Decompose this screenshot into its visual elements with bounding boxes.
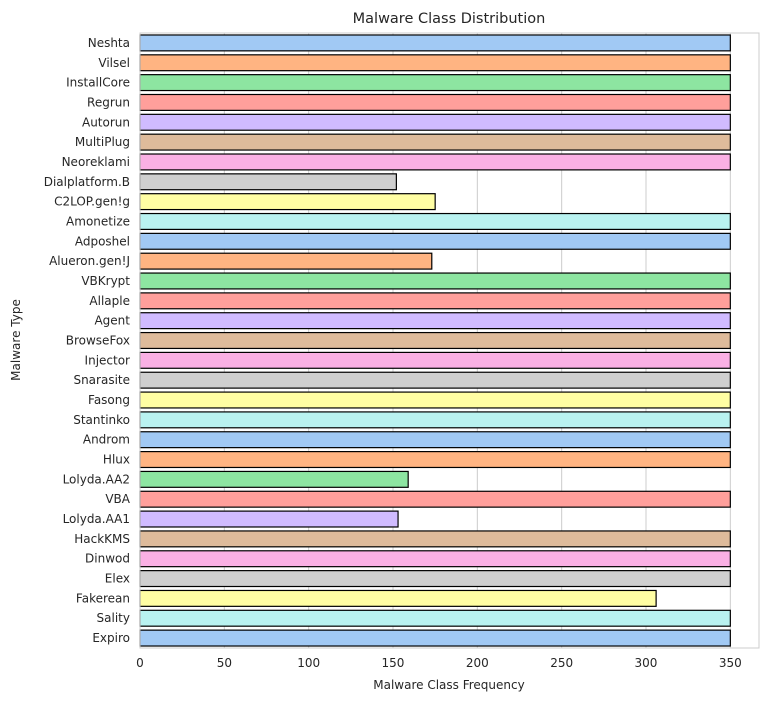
y-tick-label: Injector: [85, 353, 131, 367]
y-tick-label: MultiPlug: [75, 135, 130, 149]
bar-agent: [139, 312, 731, 330]
y-tick-label: Hlux: [103, 453, 130, 467]
y-tick-label: Alueron.gen!J: [49, 254, 130, 268]
bar-hlux: [139, 450, 731, 469]
y-tick-label: VBA: [105, 492, 130, 506]
y-tick-label: Agent: [94, 314, 130, 328]
bar-multiplug: [139, 133, 731, 151]
y-tick-label: C2LOP.gen!g: [54, 195, 130, 209]
y-tick-label: Androm: [83, 433, 130, 447]
bar-lolyda-aa2: [139, 470, 409, 488]
bar-androm: [139, 431, 731, 449]
bar-browsefox: [139, 331, 731, 350]
y-tick-label: Fakerean: [76, 591, 130, 605]
y-tick-label: Snarasite: [73, 373, 130, 387]
y-tick-label: Vilsel: [98, 56, 130, 70]
bar-autorun: [139, 113, 731, 131]
bar-elex: [139, 570, 731, 588]
y-tick-label: VBKrypt: [81, 274, 130, 288]
bar-expiro: [139, 629, 731, 647]
bar-vba: [139, 490, 731, 508]
bar-dialplatform-b: [139, 173, 397, 191]
x-axis-label: Malware Class Frequency: [373, 678, 524, 692]
plot-frame: [139, 32, 760, 649]
x-tick-label: 100: [297, 656, 320, 670]
bar-adposhel: [139, 232, 731, 250]
y-tick-label: BrowseFox: [66, 334, 130, 348]
x-tick-label: 0: [136, 656, 144, 670]
x-tick-label: 200: [466, 656, 489, 670]
y-tick-label: Expiro: [92, 631, 130, 645]
x-tick-label: 300: [635, 656, 658, 670]
y-tick-label: Stantinko: [73, 413, 130, 427]
bar-lolyda-aa1: [139, 510, 399, 528]
y-tick-label: Lolyda.AA1: [63, 512, 130, 526]
bar-neshta: [139, 34, 731, 52]
y-tick-label: Adposhel: [75, 234, 130, 248]
chart-title: Malware Class Distribution: [353, 11, 546, 27]
y-tick-label: Neshta: [88, 36, 130, 50]
y-tick-label: HackKMS: [74, 532, 130, 546]
y-tick-label: Dinwod: [85, 552, 130, 566]
y-tick-labels: Neshta Vilsel InstallCore Regrun Autorun Mult…: [44, 36, 131, 645]
y-tick-label: Autorun: [82, 115, 130, 129]
y-tick-label: InstallCore: [66, 76, 130, 90]
bar-installcore: [139, 74, 731, 92]
y-tick-label: Dialplatform.B: [44, 175, 130, 189]
x-tick-label: 250: [550, 656, 573, 670]
bar-fakerean: [139, 589, 657, 607]
x-tick-label: 50: [217, 656, 232, 670]
bars: [139, 34, 731, 647]
y-axis-label: Malware Type: [9, 299, 23, 381]
bar-neoreklami: [139, 153, 731, 171]
bar-sality: [139, 609, 731, 627]
bar-snarasite: [139, 371, 731, 389]
y-tick-label: Neoreklami: [62, 155, 130, 169]
bar-hackkms: [139, 530, 731, 548]
y-tick-label: Sality: [97, 611, 130, 625]
y-tick-label: Elex: [105, 572, 130, 586]
y-tick-label: Amonetize: [66, 214, 130, 228]
bar-amonetize: [139, 212, 731, 231]
bar-alueron-gen-j: [139, 252, 433, 270]
bar-regrun: [139, 93, 731, 111]
y-tick-label: Fasong: [88, 393, 130, 407]
bar-dinwod: [139, 550, 731, 568]
bar-stantinko: [139, 411, 731, 429]
y-tick-label: Allaple: [89, 294, 130, 308]
bar-injector: [139, 351, 731, 369]
x-tick-label: 150: [382, 656, 405, 670]
bar-allaple: [139, 292, 731, 310]
y-tick-label: Regrun: [87, 95, 130, 109]
x-tick-label: 350: [719, 656, 742, 670]
bar-fasong: [139, 391, 731, 409]
bar-vbkrypt: [139, 272, 731, 290]
y-tick-label: Lolyda.AA2: [63, 472, 130, 486]
bar-vilsel: [139, 54, 731, 72]
x-tick-labels: 0 50 100 150 200 250 300 350: [136, 656, 742, 670]
bar-c2lop-gen-g: [139, 193, 436, 211]
